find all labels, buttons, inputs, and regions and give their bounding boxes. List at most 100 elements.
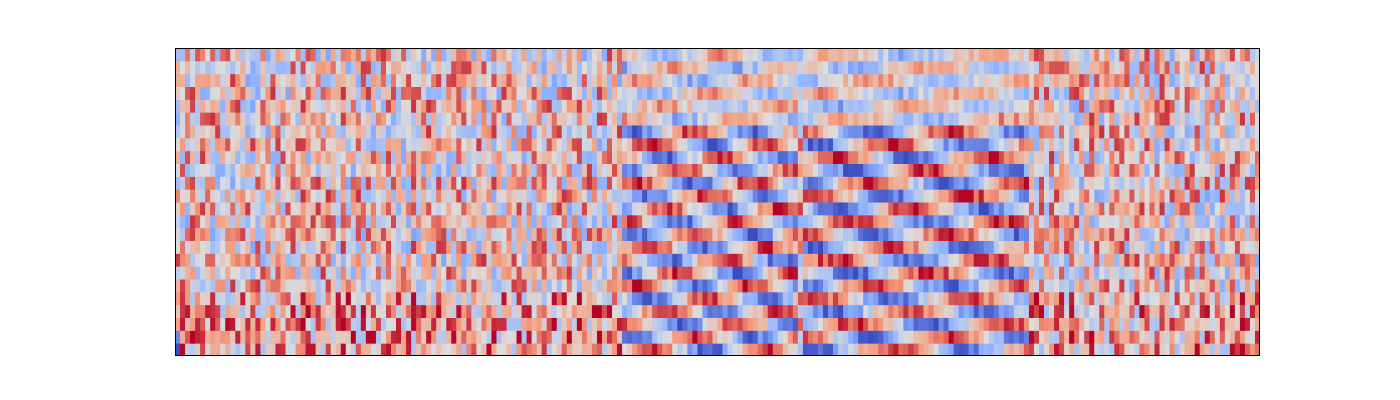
heatmap-cell	[305, 112, 312, 126]
heatmap-cell	[1099, 202, 1105, 216]
heatmap-cell	[280, 227, 287, 241]
heatmap-cell	[516, 240, 523, 254]
heatmap-cell	[406, 86, 412, 100]
heatmap-cell	[496, 176, 503, 190]
heatmap-cell	[175, 60, 181, 75]
heatmap-cell	[732, 317, 739, 331]
heatmap-cell	[1089, 214, 1095, 229]
heatmap-cell	[1204, 48, 1211, 62]
heatmap-cell	[416, 137, 422, 152]
heatmap-cell	[1124, 48, 1130, 62]
heatmap-cell	[702, 214, 708, 229]
heatmap-cell	[727, 214, 734, 229]
heatmap-cell	[345, 86, 352, 100]
heatmap-cell	[873, 253, 879, 267]
heatmap-cell	[1219, 330, 1226, 344]
heatmap-cell	[1038, 137, 1045, 152]
heatmap-cell	[973, 317, 980, 331]
heatmap-cell	[958, 202, 965, 216]
heatmap-cell	[1149, 60, 1156, 75]
heatmap-cell	[561, 99, 568, 113]
heatmap-cell	[471, 137, 477, 152]
heatmap-cell	[797, 176, 804, 190]
heatmap-cell	[466, 48, 472, 62]
heatmap-cell	[1139, 227, 1145, 241]
heatmap-cell	[451, 240, 457, 254]
heatmap-cell	[1139, 163, 1145, 177]
heatmap-cell	[958, 86, 965, 100]
heatmap-cell	[833, 60, 839, 75]
heatmap-cell	[953, 202, 960, 216]
heatmap-cell	[335, 73, 342, 87]
heatmap-cell	[983, 163, 990, 177]
heatmap-cell	[295, 253, 302, 267]
heatmap-cell	[657, 150, 663, 164]
heatmap-cell	[1164, 176, 1171, 190]
heatmap-cell	[491, 227, 497, 241]
heatmap-cell	[601, 150, 608, 164]
heatmap-cell	[365, 176, 372, 190]
heatmap-cell	[411, 176, 417, 190]
heatmap-cell	[375, 317, 382, 331]
heatmap-cell	[913, 86, 919, 100]
heatmap-cells	[175, 48, 1260, 356]
heatmap-cell	[933, 214, 940, 229]
heatmap-cell	[667, 291, 673, 306]
heatmap-cell	[441, 86, 447, 100]
heatmap-cell	[481, 125, 487, 139]
heatmap-cell	[868, 291, 874, 306]
heatmap-cell	[843, 189, 849, 203]
heatmap-cell	[1124, 253, 1130, 267]
heatmap-cell	[285, 48, 292, 62]
heatmap-cell	[993, 343, 1000, 356]
heatmap-cell	[1023, 330, 1030, 344]
heatmap-cell	[466, 343, 472, 356]
heatmap-cell	[1124, 291, 1130, 306]
heatmap-cell	[1149, 99, 1156, 113]
heatmap-cell	[596, 189, 603, 203]
heatmap-cell	[1089, 330, 1095, 344]
heatmap-cell	[516, 150, 523, 164]
heatmap-cell	[350, 317, 357, 331]
heatmap-cell	[521, 279, 528, 293]
heatmap-cell	[421, 214, 427, 229]
heatmap-cell	[571, 304, 578, 318]
heatmap-cell	[612, 253, 618, 267]
heatmap-cell	[1033, 176, 1040, 190]
heatmap-cell	[1038, 150, 1045, 164]
heatmap-cell	[310, 214, 317, 229]
heatmap-cell	[421, 227, 427, 241]
heatmap-cell	[230, 86, 236, 100]
heatmap-cell	[953, 279, 960, 293]
heatmap-cell	[1179, 330, 1186, 344]
heatmap-cell	[928, 112, 934, 126]
heatmap-cell	[235, 125, 241, 139]
heatmap-cell	[777, 125, 784, 139]
heatmap-cell	[235, 73, 241, 87]
heatmap-cell	[1134, 266, 1140, 280]
heatmap-cell	[1104, 176, 1110, 190]
heatmap-cell	[938, 73, 945, 87]
heatmap-cell	[767, 214, 774, 229]
heatmap-cell	[792, 317, 799, 331]
heatmap-cell	[426, 304, 432, 318]
heatmap-cell	[310, 304, 317, 318]
heatmap-cell	[752, 73, 759, 87]
heatmap-cell	[1154, 86, 1161, 100]
heatmap-cell	[1169, 227, 1176, 241]
heatmap-cell	[998, 150, 1005, 164]
heatmap-cell	[637, 343, 643, 356]
heatmap-cell	[993, 317, 1000, 331]
heatmap-cell	[642, 60, 648, 75]
heatmap-cell	[190, 227, 196, 241]
heatmap-cell	[345, 112, 352, 126]
heatmap-cell	[762, 125, 769, 139]
heatmap-cell	[1049, 112, 1055, 126]
heatmap-cell	[1074, 86, 1080, 100]
heatmap-cell	[1114, 150, 1120, 164]
heatmap-cell	[752, 317, 759, 331]
heatmap-cell	[1194, 189, 1201, 203]
heatmap-cell	[1023, 279, 1030, 293]
heatmap-cell	[1099, 73, 1105, 87]
heatmap-cell	[586, 227, 593, 241]
